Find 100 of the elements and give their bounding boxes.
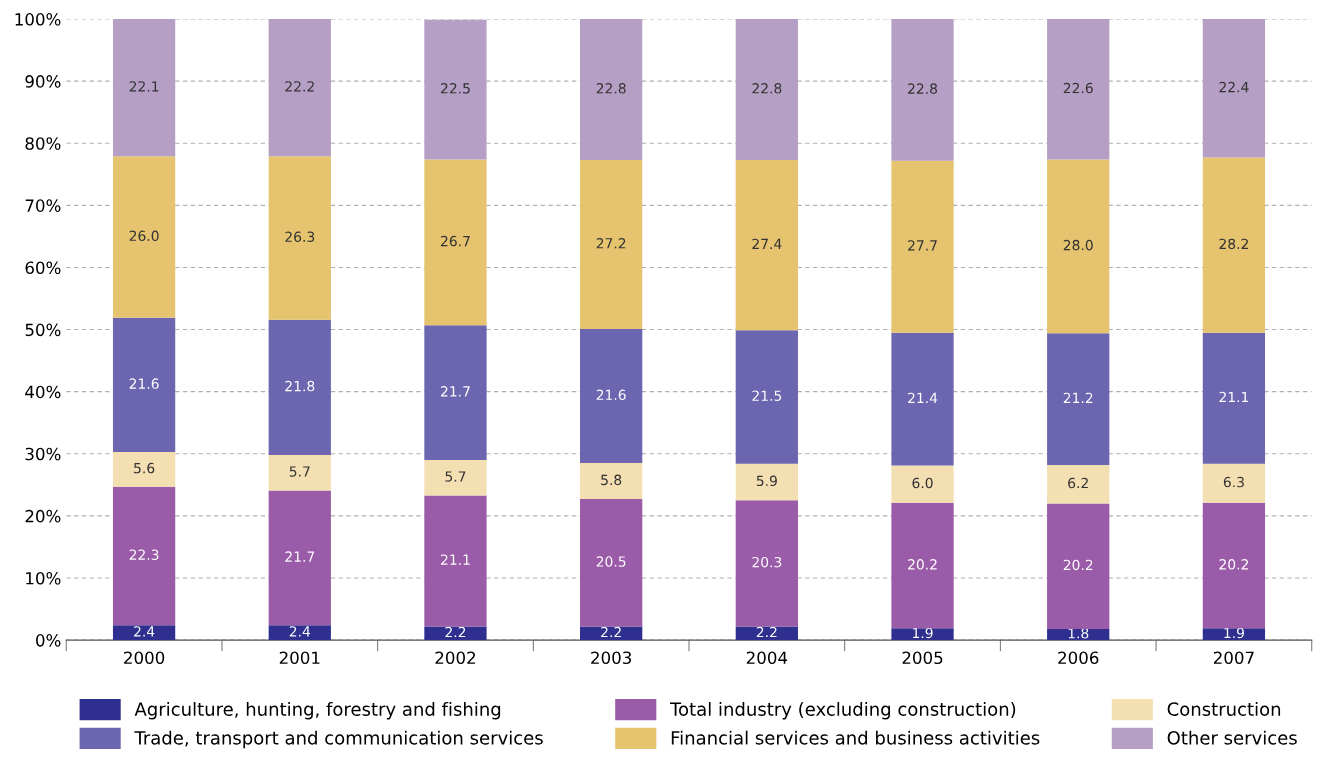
data-label: 21.4 xyxy=(908,392,938,403)
x-tick-label: 2001 xyxy=(279,651,320,665)
bar xyxy=(424,495,487,627)
y-tick-label: 20% xyxy=(25,509,61,523)
bar xyxy=(891,160,954,333)
data-label: 21.1 xyxy=(1219,391,1249,403)
bar xyxy=(891,628,954,641)
bar xyxy=(1202,628,1266,641)
bar xyxy=(580,328,643,464)
bar xyxy=(112,156,176,318)
bar xyxy=(424,459,487,496)
bar xyxy=(735,463,798,501)
data-label: 22.6 xyxy=(1063,82,1093,94)
data-label: 20.5 xyxy=(596,556,626,567)
x-tick-label: 2004 xyxy=(746,651,788,665)
x-tick-label: 2006 xyxy=(1058,651,1099,665)
bar xyxy=(735,626,798,641)
y-tick-label: 60% xyxy=(25,261,61,275)
data-label: 20.3 xyxy=(752,556,782,568)
data-label: 6.3 xyxy=(1223,476,1244,488)
data-label: 21.7 xyxy=(285,551,315,562)
data-label: 22.4 xyxy=(1219,81,1249,93)
y-tick-label: 0% xyxy=(36,634,61,647)
bar xyxy=(580,499,643,627)
legend-label: Financial services and business activities xyxy=(671,730,1040,745)
data-label: 22.3 xyxy=(129,549,159,560)
data-label: 22.8 xyxy=(752,83,782,94)
data-label: 27.4 xyxy=(752,238,782,249)
data-label: 22.8 xyxy=(596,83,626,94)
bar xyxy=(424,626,487,641)
data-label: 28.2 xyxy=(1219,238,1248,250)
y-tick-label: 30% xyxy=(25,447,61,461)
bar xyxy=(1202,19,1266,158)
x-tick-label: 2000 xyxy=(124,651,165,665)
data-label: 21.5 xyxy=(752,390,782,401)
y-tick-label: 10% xyxy=(26,571,61,585)
bar xyxy=(268,625,331,641)
data-label: 21.6 xyxy=(596,389,626,401)
bar xyxy=(424,19,487,160)
y-tick-label: 90% xyxy=(25,75,61,88)
y-tick-label: 70% xyxy=(25,199,61,212)
legend-label: Trade, transport and communication services xyxy=(134,730,543,749)
bar xyxy=(891,502,954,629)
data-label: 22.5 xyxy=(441,83,470,94)
bar xyxy=(891,332,954,466)
data-label: 2.4 xyxy=(134,626,155,637)
data-label: 26.7 xyxy=(441,235,470,247)
bar xyxy=(1047,464,1110,504)
data-label: 20.2 xyxy=(1063,559,1093,571)
bar xyxy=(580,463,643,500)
bar xyxy=(1202,157,1266,333)
data-label: 27.2 xyxy=(596,238,626,249)
data-label: 2.2 xyxy=(445,626,466,638)
data-label: 5.9 xyxy=(756,475,777,487)
data-label: 5.6 xyxy=(134,462,155,474)
data-label: 27.7 xyxy=(908,240,937,251)
bar xyxy=(268,319,331,456)
bar xyxy=(891,19,954,161)
x-tick-label: 2002 xyxy=(435,651,476,665)
bar xyxy=(580,19,643,161)
data-label: 28.0 xyxy=(1063,239,1093,251)
legend-label: Total industry (excluding construction) xyxy=(670,701,1016,720)
data-label: 2.2 xyxy=(756,626,777,638)
bar xyxy=(1047,159,1110,334)
bar xyxy=(580,160,643,329)
data-label: 2.4 xyxy=(289,626,311,637)
legend-label: Agriculture, hunting, forestry and fishing xyxy=(134,701,501,720)
bar xyxy=(735,19,798,161)
data-label: 21.7 xyxy=(441,386,470,397)
y-tick-label: 50% xyxy=(25,323,61,337)
bar xyxy=(112,317,176,452)
bar xyxy=(1202,332,1266,464)
data-label: 22.1 xyxy=(129,81,159,92)
bar xyxy=(1047,503,1110,629)
bar xyxy=(735,330,798,464)
data-label: 2.2 xyxy=(601,626,621,638)
data-label: 1.9 xyxy=(1224,627,1244,639)
bar xyxy=(1047,333,1110,465)
bar xyxy=(580,626,643,641)
x-tick-label: 2007 xyxy=(1213,651,1254,665)
y-tick-label: 100% xyxy=(15,13,61,26)
bar xyxy=(424,159,487,326)
bar xyxy=(112,486,176,626)
data-label: 5.7 xyxy=(445,471,466,482)
data-label: 21.8 xyxy=(285,380,315,392)
data-label: 21.6 xyxy=(129,378,159,389)
data-label: 5.8 xyxy=(601,474,622,486)
data-label: 6.0 xyxy=(912,477,933,489)
bar xyxy=(112,19,176,157)
data-label: 22.8 xyxy=(908,83,938,94)
bar xyxy=(268,19,331,157)
bar xyxy=(735,500,798,627)
data-label: 21.1 xyxy=(441,554,470,565)
bar xyxy=(268,455,331,491)
bar xyxy=(424,325,487,460)
data-label: 1.9 xyxy=(913,627,933,639)
y-tick-label: 80% xyxy=(25,137,61,150)
bar xyxy=(1202,502,1266,629)
x-tick-label: 2005 xyxy=(902,651,943,665)
data-label: 26.0 xyxy=(129,230,159,242)
